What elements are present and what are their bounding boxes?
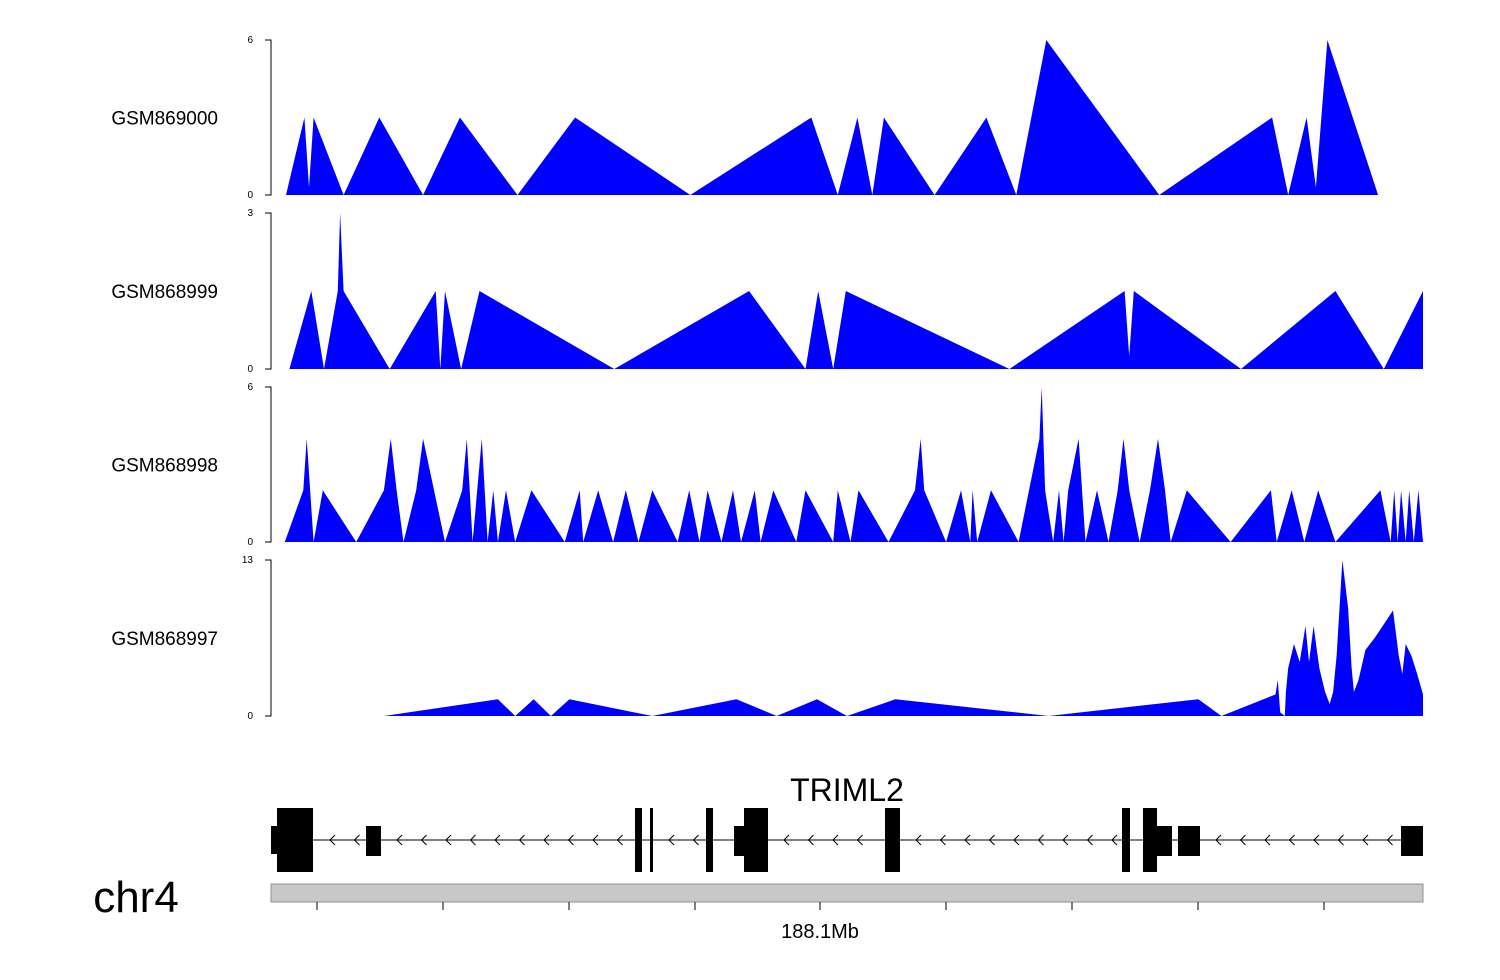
track-label: GSM868997 <box>111 629 218 650</box>
strand-chevron <box>1215 834 1222 846</box>
exon <box>885 808 900 872</box>
coverage-series <box>286 40 1379 195</box>
strand-chevron <box>494 834 501 846</box>
y-tick-label-max: 6 <box>247 382 253 393</box>
strand-chevron <box>1086 834 1093 846</box>
track-label: GSM868998 <box>111 456 218 477</box>
exon <box>1122 808 1130 872</box>
position-label: 188.1Mb <box>781 921 859 943</box>
strand-chevron <box>964 834 971 846</box>
chromosome-bar <box>270 883 1424 903</box>
coverage-series <box>284 387 1423 542</box>
strand-chevron <box>1264 834 1271 846</box>
y-axis <box>265 39 272 196</box>
track-label: GSM869000 <box>111 109 218 130</box>
chromosome-label: chr4 <box>93 873 179 922</box>
exon <box>277 808 313 872</box>
y-axis <box>265 559 272 717</box>
strand-chevron <box>1313 834 1320 846</box>
exon <box>1157 826 1172 856</box>
strand-chevron <box>1111 834 1118 846</box>
strand-chevron <box>807 834 814 846</box>
strand-chevron <box>1337 834 1344 846</box>
y-tick-label-max: 6 <box>247 35 253 46</box>
strand-chevron <box>592 834 599 846</box>
strand-chevron <box>329 834 336 846</box>
strand-chevron <box>988 834 995 846</box>
exon <box>1143 808 1157 872</box>
exon <box>734 826 744 856</box>
track-label: GSM868999 <box>111 282 218 303</box>
exon <box>650 808 653 872</box>
exon <box>744 808 768 872</box>
strand-chevron <box>939 834 946 846</box>
exon <box>635 808 642 872</box>
y-tick-label-max: 13 <box>242 555 254 566</box>
strand-chevron <box>567 834 574 846</box>
coverage-series <box>289 213 1423 369</box>
strand-chevron <box>915 834 922 846</box>
strand-chevron <box>543 834 550 846</box>
strand-chevron <box>396 834 403 846</box>
strand-chevron <box>1362 834 1369 846</box>
strand-chevron <box>469 834 476 846</box>
strand-chevron <box>445 834 452 846</box>
coverage-series <box>383 560 1423 716</box>
y-axis <box>265 212 272 370</box>
exon <box>1178 826 1200 856</box>
exon <box>706 808 713 872</box>
strand-chevron <box>692 834 699 846</box>
exon <box>366 826 381 856</box>
y-tick-label-max: 3 <box>247 208 253 219</box>
strand-chevron <box>856 834 863 846</box>
strand-chevron <box>832 834 839 846</box>
strand-chevron <box>353 834 360 846</box>
strand-chevron <box>1239 834 1246 846</box>
y-tick-label-zero: 0 <box>247 190 253 201</box>
strand-chevron <box>518 834 525 846</box>
y-tick-label-zero: 0 <box>247 711 253 722</box>
strand-chevron <box>1037 834 1044 846</box>
y-axis <box>265 386 272 543</box>
strand-chevron <box>1386 834 1393 846</box>
strand-chevron <box>420 834 427 846</box>
exon <box>271 826 279 854</box>
y-tick-label-zero: 0 <box>247 537 253 548</box>
strand-chevron <box>1062 834 1069 846</box>
exon <box>1401 826 1423 856</box>
y-tick-label-zero: 0 <box>247 364 253 375</box>
strand-chevron <box>616 834 623 846</box>
gene-name: TRIML2 <box>790 772 904 808</box>
strand-chevron <box>783 834 790 846</box>
strand-chevron <box>668 834 675 846</box>
strand-chevron <box>1013 834 1020 846</box>
strand-chevron <box>1288 834 1295 846</box>
